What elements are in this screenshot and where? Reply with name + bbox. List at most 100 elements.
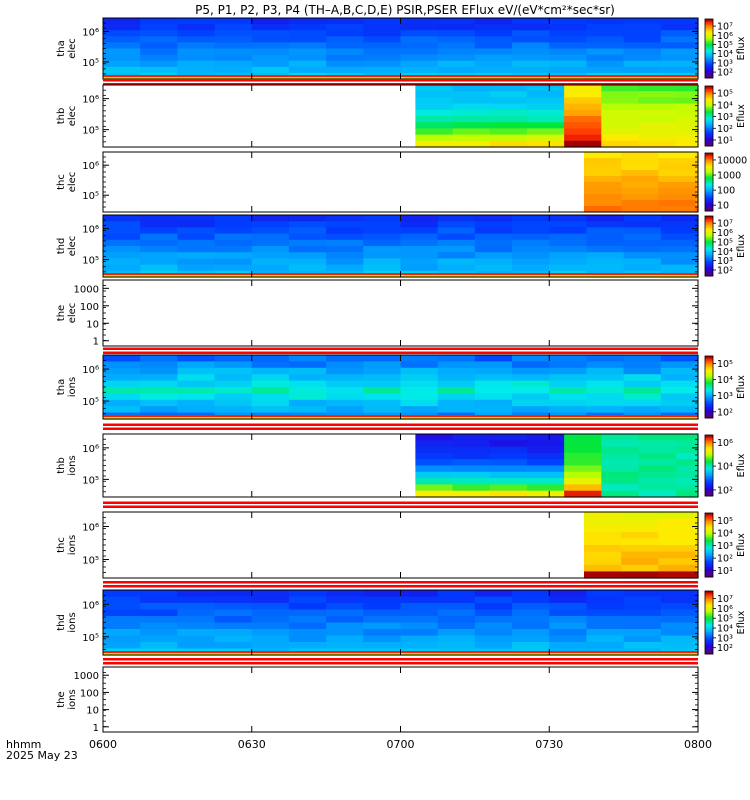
colorbar-step [705, 123, 713, 126]
colorbar-step [705, 38, 713, 41]
heatmap-cell [452, 484, 491, 492]
colorbar-step [705, 89, 713, 91]
heatmap-cell [140, 227, 178, 235]
heatmap-cell [564, 465, 602, 473]
separator-band [103, 83, 698, 86]
heatmap-cell [623, 603, 662, 611]
heatmap-cell [140, 393, 178, 401]
colorbar-step [705, 474, 713, 477]
heatmap-cell [583, 170, 622, 177]
heatmap-cell [177, 374, 216, 382]
y-tick-label: 10⁵ [82, 633, 99, 644]
heatmap-cell [675, 465, 699, 473]
colorbar-step [705, 517, 713, 520]
heatmap-cell [474, 227, 513, 235]
heatmap-cell [400, 246, 439, 253]
colorbar-tick-label: 10³ [717, 256, 733, 267]
heatmap-cell [512, 596, 550, 604]
colorbar-step [705, 209, 713, 212]
colorbar-step [705, 468, 713, 471]
heatmap-cell [288, 596, 327, 604]
heatmap-cell [363, 367, 402, 375]
colorbar-frame [704, 152, 714, 212]
heatmap-cell [474, 42, 513, 50]
heatmap-cell [415, 97, 454, 105]
colorbar-step [705, 64, 713, 67]
heatmap-cell [214, 227, 253, 235]
heatmap-cell [549, 590, 588, 598]
heatmap-cell [623, 48, 662, 56]
heatmap-cell [474, 252, 513, 259]
colorbar-step [705, 223, 713, 226]
colorbar-step [705, 67, 713, 70]
heatmap-cell [564, 434, 602, 441]
heatmap-cell [103, 380, 141, 388]
heatmap-cell [526, 140, 565, 148]
heatmap-cell [623, 264, 662, 272]
heatmap-cell [400, 355, 439, 362]
colorbar-step [705, 400, 713, 403]
heatmap-cell [489, 85, 528, 92]
heatmap-cell [140, 616, 178, 624]
heatmap-cell [549, 264, 588, 272]
heatmap-cell [103, 30, 141, 37]
colorbar-step [705, 197, 713, 200]
heatmap-cell [675, 134, 699, 142]
heatmap-cell [675, 103, 699, 111]
heatmap-cell [452, 440, 491, 448]
colorbar-step [705, 193, 713, 196]
heatmap-cell [103, 264, 141, 272]
colorbar-step [705, 42, 713, 45]
heatmap-cell [549, 66, 588, 74]
colorbar-step [705, 613, 713, 616]
heatmap-cell [251, 18, 290, 25]
colorbar-step [705, 622, 713, 625]
heatmap-cell [695, 571, 699, 579]
heatmap-cell [586, 30, 625, 37]
heatmap-cell [452, 134, 491, 142]
heatmap-cell [660, 258, 699, 266]
y-axis-label-line: tha [56, 40, 67, 56]
colorbar-step [705, 394, 713, 397]
colorbar-step [705, 393, 713, 396]
heatmap-cell [326, 622, 364, 630]
heatmap-cell [474, 393, 513, 401]
colorbar-step [705, 614, 713, 617]
colorbar-step [705, 444, 713, 447]
heatmap-cell [474, 590, 513, 598]
heatmap-cell [363, 30, 402, 37]
colorbar-step [705, 486, 713, 489]
heatmap-cell [549, 239, 588, 247]
heatmap-cell [140, 622, 178, 630]
colorbar-step [705, 541, 713, 544]
y-axis-label-line: ions [67, 612, 78, 632]
colorbar-step [705, 605, 713, 608]
heatmap-cell [638, 103, 677, 111]
colorbar-step [705, 259, 713, 262]
heatmap-cell [437, 616, 476, 624]
y-axis-label: thbelec [56, 106, 78, 127]
colorbar-step [705, 569, 713, 572]
colorbar-step [705, 73, 713, 76]
heatmap-cell [288, 380, 327, 388]
heatmap-cell [177, 399, 216, 407]
colorbar-tick-label: 10⁶ [717, 31, 733, 42]
colorbar-step [705, 556, 713, 559]
heatmap-cell [103, 642, 141, 650]
heatmap-cell [660, 406, 699, 414]
separator-band [103, 581, 698, 584]
colorbar-step [705, 75, 713, 78]
heatmap-cell [437, 622, 476, 630]
colorbar-step [705, 591, 713, 594]
heatmap-cell [288, 629, 327, 637]
heatmap-cell [564, 97, 602, 105]
colorbar-tick-label: 10³ [717, 391, 733, 402]
separator-band [103, 585, 698, 588]
colorbar-step [705, 436, 713, 439]
colorbar-step [705, 176, 713, 179]
colorbar-step [705, 366, 713, 369]
heatmap-cell [177, 264, 216, 272]
heatmap-cell [660, 54, 699, 62]
heatmap-cell [400, 616, 439, 624]
